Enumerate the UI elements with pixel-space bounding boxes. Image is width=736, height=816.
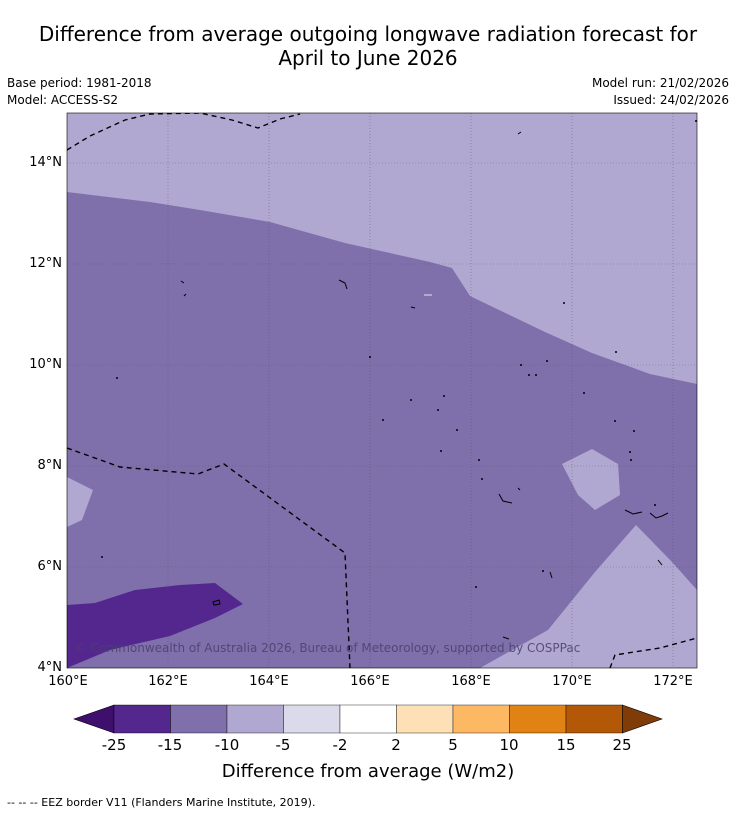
meta-left: Base period: 1981-2018 Model: ACCESS-S2 bbox=[7, 75, 152, 109]
model-name: Model: ACCESS-S2 bbox=[7, 93, 119, 107]
issued-date: Issued: 24/02/2026 bbox=[613, 93, 729, 107]
base-period: Base period: 1981-2018 bbox=[7, 76, 152, 90]
map-frame bbox=[66, 112, 698, 669]
map-credit: © Commonwealth of Australia 2026, Bureau… bbox=[75, 641, 581, 655]
lat-tick-14n: 14°N bbox=[29, 155, 62, 170]
lat-tick-6n: 6°N bbox=[37, 559, 63, 574]
lon-tick-166e: 166°E bbox=[350, 674, 390, 689]
colorbar-segment bbox=[226, 704, 284, 734]
lat-tick-4n: 4°N bbox=[37, 660, 63, 675]
colorbar bbox=[73, 704, 663, 734]
meta-right: Model run: 21/02/2026 Issued: 24/02/2026 bbox=[592, 75, 729, 109]
title-line-1: Difference from average outgoing longwav… bbox=[38, 22, 698, 46]
colorbar-tick: -5 bbox=[275, 736, 291, 754]
anomaly-fill-light-north bbox=[67, 113, 697, 384]
lat-tick-12n: 12°N bbox=[29, 256, 62, 271]
colorbar-label: Difference from average (W/m2) bbox=[221, 761, 515, 782]
colorbar-extend-min bbox=[73, 704, 115, 734]
colorbar-tick: -2 bbox=[332, 736, 348, 754]
lon-tick-170e: 170°E bbox=[552, 674, 592, 689]
colorbar-segment bbox=[283, 704, 341, 734]
anomaly-fill-dark-southwest bbox=[67, 583, 243, 668]
colorbar-segment bbox=[170, 704, 228, 734]
anomaly-fill-light-west bbox=[67, 477, 93, 527]
lon-gridlines bbox=[167, 113, 674, 668]
lat-tick-10n: 10°N bbox=[29, 357, 62, 372]
colorbar-segment bbox=[565, 704, 623, 734]
lon-tick-160e: 160°E bbox=[48, 674, 88, 689]
colorbar-segment bbox=[339, 704, 397, 734]
lon-tick-164e: 164°E bbox=[249, 674, 289, 689]
colorbar-tick: 15 bbox=[556, 736, 576, 754]
lat-tick-8n: 8°N bbox=[37, 458, 63, 473]
islands bbox=[180, 131, 669, 640]
anomaly-fill-tiny bbox=[424, 294, 432, 296]
model-run: Model run: 21/02/2026 bbox=[591, 76, 729, 90]
lat-gridlines bbox=[67, 162, 697, 568]
island-dots bbox=[101, 120, 697, 588]
lon-tick-162e: 162°E bbox=[148, 674, 188, 689]
map-title: Difference from average outgoing longwav… bbox=[0, 22, 736, 70]
anomaly-fill-light-southeast bbox=[480, 525, 697, 668]
colorbar-tick: 25 bbox=[612, 736, 632, 754]
eez-legend: -- -- -- EEZ border V11 (Flanders Marine… bbox=[7, 796, 316, 809]
lon-tick-172e: 172°E bbox=[653, 674, 693, 689]
colorbar-segment bbox=[509, 704, 567, 734]
lon-tick-168e: 168°E bbox=[451, 674, 491, 689]
eez-borders bbox=[67, 113, 697, 668]
colorbar-tick: -25 bbox=[101, 736, 127, 754]
colorbar-tick: -10 bbox=[214, 736, 240, 754]
colorbar-tick: 5 bbox=[448, 736, 458, 754]
colorbar-segment bbox=[396, 704, 454, 734]
colorbar-extend-max bbox=[622, 704, 663, 734]
colorbar-tick: -15 bbox=[157, 736, 183, 754]
colorbar-tick: 10 bbox=[499, 736, 519, 754]
title-line-2: April to June 2026 bbox=[278, 46, 458, 70]
colorbar-segment bbox=[113, 704, 171, 734]
colorbar-segment bbox=[452, 704, 510, 734]
anomaly-fill-light-east bbox=[562, 449, 620, 510]
colorbar-tick: 2 bbox=[391, 736, 401, 754]
